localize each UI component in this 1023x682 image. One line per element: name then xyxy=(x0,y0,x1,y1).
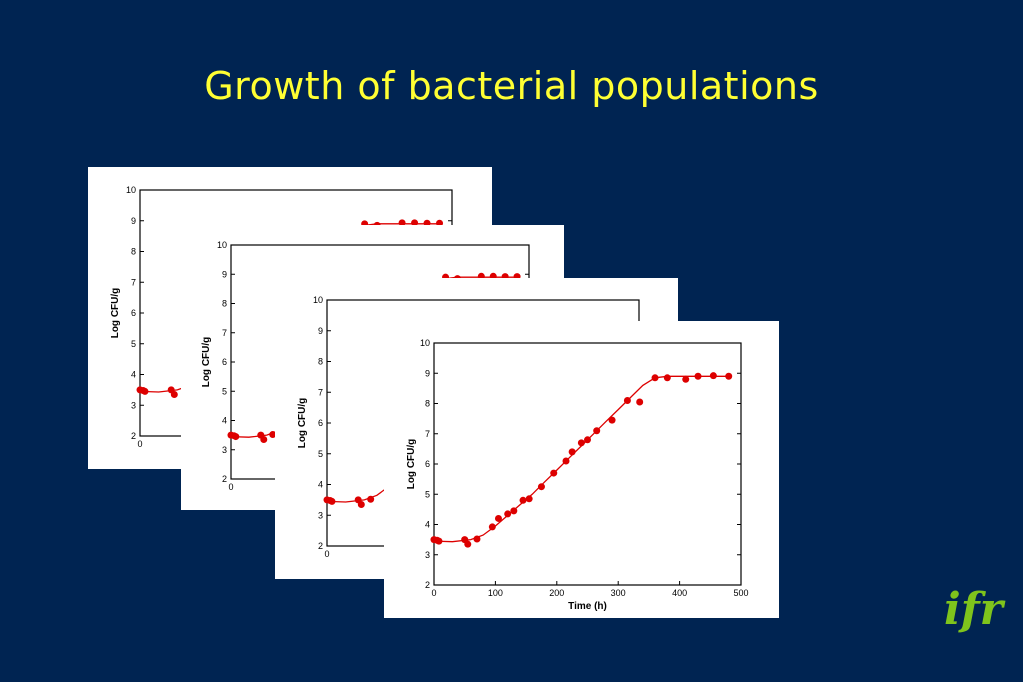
x-tick-label: 0 xyxy=(431,588,436,598)
data-point xyxy=(725,372,733,380)
y-tick-label: 2 xyxy=(318,541,323,551)
data-point xyxy=(584,436,591,444)
y-tick-label: 10 xyxy=(217,240,227,250)
data-point xyxy=(494,514,502,522)
y-tick-label: 9 xyxy=(425,368,430,378)
data-point xyxy=(269,431,277,439)
data-point xyxy=(608,416,616,424)
data-point xyxy=(519,496,527,504)
data-point xyxy=(170,390,178,398)
y-tick-label: 5 xyxy=(318,449,323,459)
y-axis-label: Log CFU/g xyxy=(201,337,212,388)
y-tick-label: 8 xyxy=(318,357,323,367)
data-point xyxy=(411,219,419,227)
data-point xyxy=(593,427,601,435)
y-tick-label: 4 xyxy=(318,480,323,490)
y-tick-label: 4 xyxy=(425,520,430,530)
y-tick-label: 10 xyxy=(126,185,136,195)
data-point xyxy=(510,507,518,515)
y-axis-label: Log CFU/g xyxy=(110,288,121,339)
slide-title: Growth of bacterial populations xyxy=(204,64,819,108)
y-tick-label: 3 xyxy=(425,550,430,560)
y-tick-label: 9 xyxy=(318,326,323,336)
y-tick-label: 7 xyxy=(222,328,227,338)
data-point xyxy=(577,439,585,447)
data-point xyxy=(398,219,406,227)
y-tick-label: 3 xyxy=(222,445,227,455)
y-tick-label: 2 xyxy=(425,580,430,590)
x-tick-label: 0 xyxy=(324,549,329,559)
data-point xyxy=(709,372,717,380)
y-tick-label: 7 xyxy=(425,429,430,439)
data-point xyxy=(367,495,375,503)
y-tick-label: 8 xyxy=(222,299,227,309)
y-tick-label: 6 xyxy=(131,308,136,318)
y-tick-label: 8 xyxy=(425,399,430,409)
y-tick-label: 5 xyxy=(425,489,430,499)
y-tick-label: 6 xyxy=(222,357,227,367)
y-tick-label: 2 xyxy=(131,431,136,441)
fit-curve xyxy=(433,375,729,543)
y-tick-label: 9 xyxy=(131,216,136,226)
plot-frame xyxy=(433,342,742,586)
x-tick-label: 0 xyxy=(137,439,142,449)
y-tick-label: 5 xyxy=(222,386,227,396)
x-tick-label: 0 xyxy=(228,482,233,492)
data-point xyxy=(694,372,702,380)
x-tick-label: 300 xyxy=(611,588,626,598)
data-point xyxy=(636,398,644,406)
x-axis-label: Time (h) xyxy=(568,601,607,612)
data-point xyxy=(436,219,444,227)
data-point xyxy=(464,540,472,548)
x-tick-label: 200 xyxy=(549,588,564,598)
x-tick-label: 400 xyxy=(672,588,687,598)
y-tick-label: 3 xyxy=(131,400,136,410)
data-point xyxy=(682,375,690,383)
y-tick-label: 9 xyxy=(222,269,227,279)
data-point xyxy=(232,433,240,441)
data-point xyxy=(357,500,365,508)
data-point xyxy=(623,396,631,404)
y-tick-label: 4 xyxy=(222,416,227,426)
y-tick-label: 3 xyxy=(318,510,323,520)
data-point xyxy=(260,436,268,444)
data-point xyxy=(328,497,336,505)
data-point xyxy=(651,374,659,382)
data-point xyxy=(550,469,558,477)
data-point xyxy=(537,483,545,491)
data-point xyxy=(141,387,149,395)
data-point xyxy=(663,374,671,382)
y-tick-label: 4 xyxy=(131,370,136,380)
y-tick-label: 10 xyxy=(420,338,430,348)
data-point xyxy=(568,448,576,456)
data-point xyxy=(504,510,512,518)
y-tick-label: 2 xyxy=(222,474,227,484)
y-axis-label: Log CFU/g xyxy=(406,439,417,490)
x-tick-label: 500 xyxy=(733,588,748,598)
y-tick-label: 5 xyxy=(131,339,136,349)
y-tick-label: 6 xyxy=(318,418,323,428)
data-point xyxy=(423,219,431,227)
data-point xyxy=(473,535,481,543)
y-tick-label: 10 xyxy=(313,295,323,305)
data-point xyxy=(435,537,443,545)
y-tick-label: 7 xyxy=(131,277,136,287)
chart-card-4: 2 3 4 5 6 7 8 9 10 0 100 200 300 400 500 Log CFU/g Time … xyxy=(384,321,779,618)
data-point xyxy=(488,523,496,531)
y-axis-label: Log CFU/g xyxy=(297,398,308,449)
y-tick-label: 8 xyxy=(131,247,136,257)
data-point xyxy=(562,457,570,465)
x-tick-label: 100 xyxy=(488,588,503,598)
y-tick-label: 7 xyxy=(318,387,323,397)
ifr-logo: ifr xyxy=(944,584,1003,635)
y-tick-label: 6 xyxy=(425,459,430,469)
data-point xyxy=(525,495,533,503)
